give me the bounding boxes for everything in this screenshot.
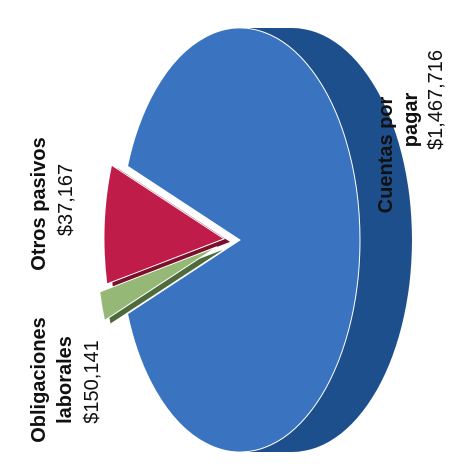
label-obligaciones-laborales-line1: Obligaciones bbox=[28, 317, 50, 443]
value-cuentas-por-pagar: $1,467,716 bbox=[425, 50, 447, 150]
value-obligaciones-laborales: $150,141 bbox=[81, 340, 103, 423]
pie-slice-side-cuentas-por-pagar bbox=[240, 28, 412, 452]
label-cuentas-por-pagar-line1: Cuentas por bbox=[375, 96, 397, 213]
label-cuentas-por-pagar-line2: pagar bbox=[400, 93, 422, 148]
pie-slice-cuentas-por-pagar bbox=[126, 27, 361, 453]
pie-slice-otros-pasivos bbox=[99, 246, 218, 322]
pie-slice-tops bbox=[99, 27, 361, 453]
label-otros-pasivos: Otros pasivos bbox=[28, 137, 50, 270]
value-otros-pasivos: $37,167 bbox=[55, 164, 77, 236]
pie-slice-obligaciones-laborales bbox=[103, 164, 226, 285]
pie-slice-edge-otros-pasivos bbox=[105, 249, 223, 324]
label-obligaciones-laborales-line2: laborales bbox=[54, 336, 76, 424]
